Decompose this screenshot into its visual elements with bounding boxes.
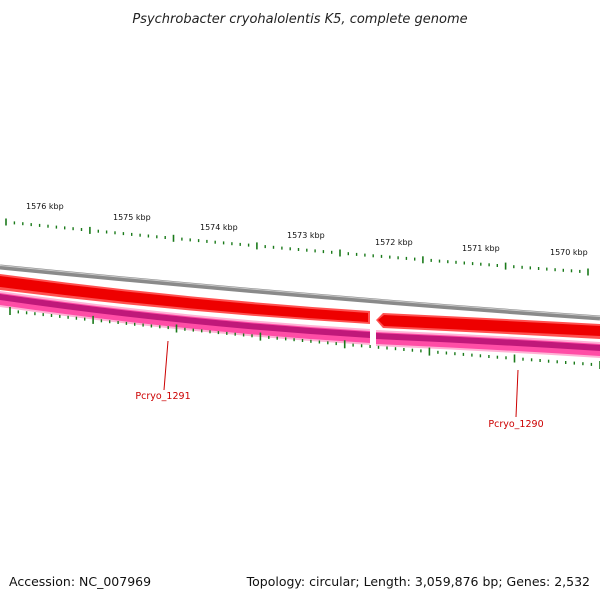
kbp-label-1571: 1571 kbp — [462, 244, 500, 253]
kbp-label-1570: 1570 kbp — [550, 248, 588, 257]
genome-summary-text: Topology: circular; Length: 3,059,876 bp… — [246, 574, 590, 589]
genome-backbone — [0, 264, 600, 321]
cds-feature-left[interactable] — [0, 274, 370, 324]
kbp-scale-labels: 1576 kbp 1575 kbp 1574 kbp 1573 kbp 1572… — [26, 202, 588, 257]
gene-label-pcryo-1290[interactable]: Pcryo_1290 — [488, 419, 543, 430]
inner-tick-scale — [9, 307, 600, 369]
kbp-label-1575: 1575 kbp — [113, 213, 151, 222]
gene-track-pcryo-1291[interactable] — [0, 291, 370, 345]
genome-backbone-highlight — [0, 265, 600, 317]
gene-label-pcryo-1291[interactable]: Pcryo_1291 — [135, 391, 190, 402]
accession-text: Accession: NC_007969 — [9, 574, 151, 589]
gene-track-pcryo-1290[interactable] — [376, 330, 600, 358]
pointer-pcryo-1291 — [163, 340, 169, 391]
map-title: Psychrobacter cryohalolentis K5, complet… — [132, 12, 467, 27]
pointer-pcryo-1290 — [515, 369, 519, 418]
kbp-label-1572: 1572 kbp — [375, 238, 413, 247]
kbp-label-1573: 1573 kbp — [287, 231, 325, 240]
outer-tick-scale — [5, 218, 589, 276]
kbp-label-1576: 1576 kbp — [26, 202, 64, 211]
kbp-label-1574: 1574 kbp — [200, 223, 238, 232]
cds-feature-right[interactable] — [376, 313, 600, 339]
